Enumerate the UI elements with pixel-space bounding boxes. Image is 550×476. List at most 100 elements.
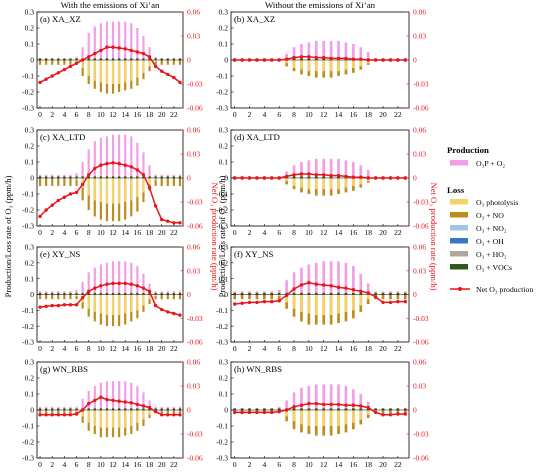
y-axis-title-right: Net O₃ production rate (ppm/h) [429,182,439,290]
bar-o3-vocs [93,58,96,60]
x-tick-label: 8 [292,344,296,353]
y-tick-label-left: 0.1 [219,390,229,399]
y-tick-label-left: 0.3 [25,358,35,367]
bar-o3-vocs [99,292,102,295]
bar-photolysis [292,60,296,68]
bar-o3-vocs [277,292,281,295]
bar-o3-no [57,294,60,300]
bar-photolysis [118,178,121,204]
bar-o3-vocs [359,408,363,410]
net-point [172,413,176,417]
bar-photolysis [124,294,127,314]
bar-photolysis [99,60,102,83]
net-point [38,413,42,417]
bar-production [105,21,109,61]
bar-photolysis [366,294,370,300]
y-tick-label-right: 0.06 [413,358,426,367]
net-point [160,413,164,417]
bar-o3-no [154,60,157,65]
bars [38,21,182,94]
bar-production [75,289,78,295]
net-point [336,285,341,290]
net-point [284,57,289,61]
bar-production [124,261,127,295]
bar-o3-vocs [111,58,115,60]
bar-production [99,138,102,178]
x-tick-label: 8 [292,460,296,469]
net-point [277,299,281,303]
y-tick-label-left: -0.1 [22,72,34,81]
bar-photolysis [352,294,355,311]
bar-production [314,262,318,295]
bar-o3-vocs [148,292,151,295]
bar-photolysis [105,60,109,84]
bar-o3-vocs [45,176,48,178]
bar-o3-vocs [160,58,163,60]
bar-o3-vocs [136,58,139,60]
net-point [240,410,244,415]
x-tick-label: 18 [146,344,154,353]
net-point [129,282,133,286]
bar-o3-vocs [300,176,303,178]
x-tick-label: 6 [277,110,281,119]
bar-production [142,273,145,295]
bar-photolysis [366,410,370,415]
bar-o3-vocs [69,408,72,410]
y-tick-label-left: -0.1 [216,190,228,199]
y-tick-label-left: 0.1 [219,158,229,167]
net-point [299,172,304,176]
bar-production [322,40,326,60]
x-tick-label: 14 [121,344,129,353]
legend-swatch [450,212,468,218]
net-point [381,176,385,180]
bar-o3-vocs [381,292,385,295]
bar-o3-vocs [75,176,78,178]
net-point [135,50,140,54]
y-tick-label-right: 0 [187,406,191,415]
x-tick-label: 16 [134,460,142,469]
bar-o3-no [57,60,60,65]
bar-o3-vocs [142,408,145,410]
panel-a: 0.3 0.2 0.1 0 -0.1 -0.2 -0.3 0.06 0.03 0 -0.03 -0.0… [22,8,203,119]
y-tick-label-left: -0.2 [216,438,228,447]
bar-o3-vocs [166,292,169,295]
bar-o3-vocs [322,176,326,178]
y-tick-label-left: -0.3 [22,222,34,231]
x-tick-label: 6 [75,228,79,237]
y-tick-label-right: 0.06 [413,243,426,252]
x-tick-label: 16 [350,460,358,469]
bar-o3-vocs [57,176,60,178]
bar-o3-vocs [314,292,318,295]
net-point [366,58,370,62]
legend-swatch [450,238,468,244]
bar-o3-vocs [178,58,182,60]
bar-production [300,162,303,178]
bar-o3-no [166,60,169,65]
net-point [292,287,296,291]
bar-o3-vocs [307,408,311,410]
net-point [373,58,378,62]
legend-swatch [450,160,468,166]
bar-production [87,32,90,60]
bars [233,40,407,78]
legend-swatch [450,199,468,205]
bar-production [93,26,96,60]
bar-photolysis [352,178,355,186]
bar-o3-vocs [374,292,377,295]
bar-o3-vocs [105,292,109,295]
y-tick-label-left: 0.2 [219,24,229,33]
bar-production [329,261,333,295]
bars [233,261,407,325]
bar-o3-no [38,294,42,300]
bar-o3-vocs [51,58,54,60]
bar-o3-vocs [160,176,163,178]
x-tick-label: 2 [50,110,54,119]
bar-o3-vocs [292,408,296,410]
bar-photolysis [329,294,333,316]
net-point [233,58,237,62]
net-point [344,56,348,61]
x-tick-label: 4 [263,344,267,353]
bar-o3-vocs [105,58,109,60]
bar-photolysis [300,60,303,70]
